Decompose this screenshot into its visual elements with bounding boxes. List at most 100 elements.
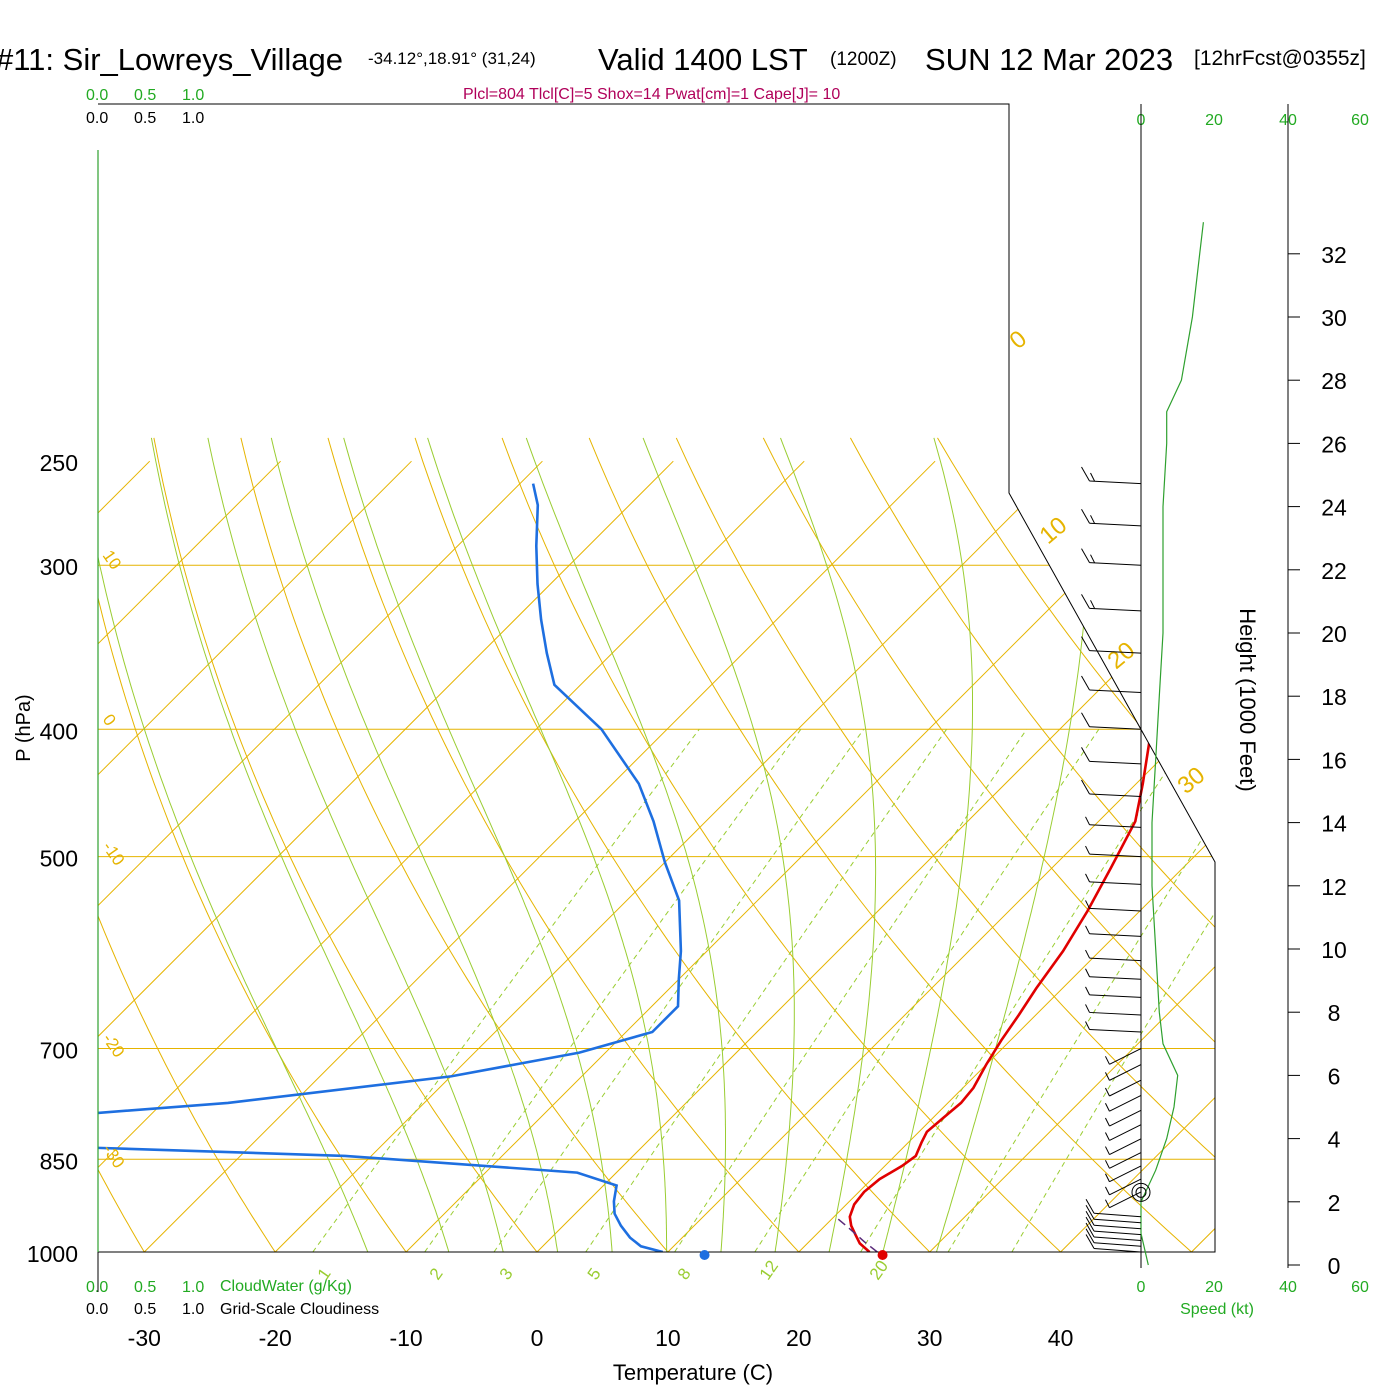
height-tick-20: 20 [1321,621,1347,647]
wind-barb-flag [1081,509,1090,524]
height-tick-28: 28 [1321,368,1347,394]
wind-barb-half-flag [1105,1102,1110,1112]
temperature-tick-10: 10 [655,1325,681,1351]
height-tick-14: 14 [1321,811,1347,837]
cloudwater-scale-bottom-0: 0.0 [86,1279,108,1296]
isotherm-30 [929,460,1215,1252]
wind-barb-half-flag [1105,1146,1110,1155]
wind-barb-shaft [1089,1011,1142,1016]
frame-outline [98,103,1216,1253]
isotherm-label-left-10: 10 [99,547,125,573]
wind-barb-shaft [1089,976,1142,980]
wind-barb-900 [1105,1191,1142,1209]
isotherm-40 [1060,460,1215,1252]
mixing-ratio-label-8: 8 [674,1265,695,1284]
dry-adiabat-120 [1198,437,1215,1252]
wind-barb-640 [1085,986,1142,998]
wind-speed-line [1140,222,1204,1266]
cloudwater-scale-bottom-2: 1.0 [182,1279,204,1296]
wind-barb-475 [1085,816,1142,828]
wind-barb-flag [1081,594,1090,609]
wind-barb-700 [1105,1048,1142,1065]
mixing-ratio-5 [585,729,948,1252]
wind-barb-half-flag [1085,1021,1090,1030]
isotherm-10 [667,460,1215,1252]
wind-barb-flag [1081,712,1090,728]
wind-barb-840 [1105,1152,1142,1169]
wind-barb-shaft [1094,1224,1142,1230]
wind-barb-flag [1085,1198,1095,1214]
dry-adiabat-10 [240,437,693,1252]
dry-adiabat-60 [675,437,1215,1252]
wind-barb-half-flag [1090,472,1095,482]
cloudiness-scale-bottom-1: 0.5 [134,1301,156,1318]
isotherm-label-left--20: -20 [99,1030,129,1061]
wind-barb-flag [1081,636,1090,651]
mixing-ratio-label-20: 20 [866,1257,892,1283]
isotherm-label-left-0: 0 [99,711,120,730]
wind-barb-970 [1085,1216,1142,1236]
wind-barb-half-flag [1105,1186,1110,1196]
wind-barb-780 [1105,1109,1142,1127]
wind-barb-half-flag [1085,873,1090,883]
wind-barb-shaft [1089,480,1142,485]
forecast-label: [12hrFcst@0355z] [1194,47,1366,70]
mixing-ratio-12 [754,729,1100,1252]
height-tick-24: 24 [1321,495,1347,521]
wind-barb-shaft [1089,1028,1142,1033]
cloudiness-label: Grid-Scale Cloudiness [220,1301,379,1318]
height-tick-8: 8 [1328,1000,1341,1026]
wind-barb-800 [1105,1124,1142,1141]
speed-tick-top-3: 60 [1351,112,1369,129]
cloudiness-scale-top-1: 0.5 [134,110,156,127]
height-tick-22: 22 [1321,558,1347,584]
moist-adiabat-8 [343,437,615,1252]
wind-barb-shaft [1094,1242,1142,1247]
cloudiness-scale-top-0: 0.0 [86,110,108,127]
wind-barb-shaft [1089,562,1142,566]
wind-barb-260 [1081,466,1142,485]
wind-barb-half-flag [1090,600,1095,609]
wind-barb-shaft [1094,1248,1142,1253]
wind-barb-740 [1105,1079,1142,1097]
zulu-time: (1200Z) [830,49,897,70]
cloudwater-scale-top-1: 0.5 [134,87,156,104]
cloudwater-scale-bottom-1: 0.5 [134,1279,156,1296]
dry-adiabat-90 [937,437,1215,1252]
wind-barb-half-flag [1105,1160,1110,1169]
wind-barb-shaft [1094,1218,1142,1224]
dry-adiabat--30 [98,437,162,1252]
wind-barb-half-flag [1090,554,1095,563]
mixing-ratio-20 [860,729,1195,1252]
wind-barb-550 [1085,900,1142,912]
pressure-tick-700: 700 [40,1038,78,1064]
surface-dewpoint-dot [699,1250,710,1260]
wind-barb-shaft [1109,1079,1142,1097]
wind-barb-half-flag [1105,1132,1110,1141]
wind-barb-990 [1085,1228,1142,1247]
temperature-tick--10: -10 [389,1325,422,1351]
wind-barb-half-flag [1105,1072,1110,1081]
cloudiness-scale-bottom-2: 1.0 [182,1301,204,1318]
calm-wind-inner [1135,1186,1147,1198]
isotherm-label-left--10: -10 [99,838,129,869]
dry-adiabat-50 [588,437,1215,1252]
wind-barb-375 [1081,675,1142,693]
wind-barb-flag [1085,1234,1095,1249]
wind-barb-flag [1085,1216,1095,1232]
mixing-ratio-label-5: 5 [584,1265,605,1284]
wind-barb-shaft [1089,689,1142,693]
wind-barb-shaft [1094,1212,1142,1218]
height-tick-18: 18 [1321,684,1347,710]
wind-barb-660 [1085,1004,1142,1016]
wind-barb-shaft [1109,1095,1142,1112]
height-tick-6: 6 [1328,1063,1341,1089]
wind-barb-shaft [1094,1236,1142,1241]
temperature-tick--20: -20 [259,1325,292,1351]
wind-barb-820 [1105,1138,1142,1156]
moist-adiabat-4 [270,437,562,1252]
wind-barb-400 [1081,712,1142,730]
wind-barb-shaft [1089,933,1142,937]
wind-barb-half-flag [1105,1173,1110,1182]
